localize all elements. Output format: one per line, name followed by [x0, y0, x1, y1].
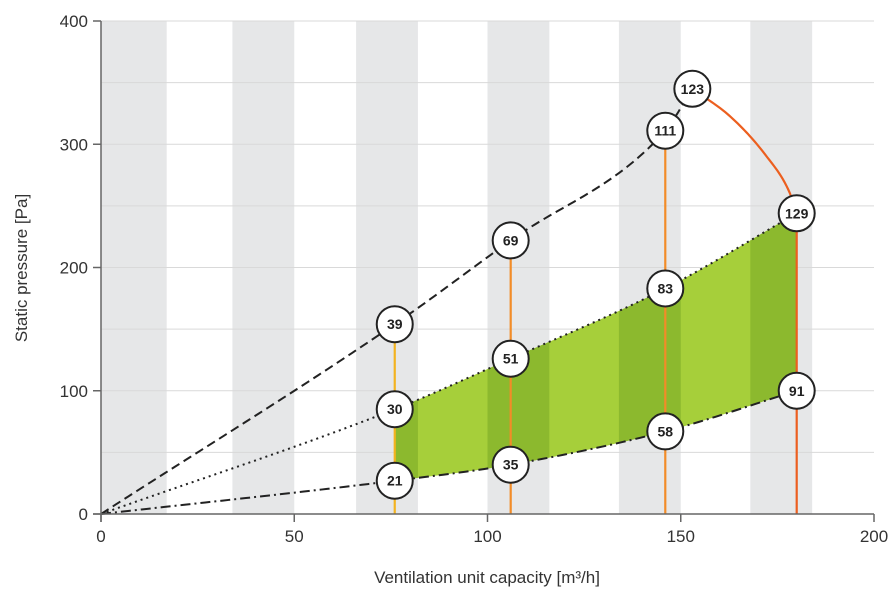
marker-circle — [646, 412, 685, 451]
marker: 21 — [375, 461, 414, 500]
x-tick-label: 0 — [96, 527, 105, 546]
x-tick-label: 100 — [473, 527, 501, 546]
marker: 91 — [777, 371, 816, 410]
marker-circle — [646, 111, 685, 150]
marker-label: 39 — [387, 316, 403, 332]
marker-circle — [491, 221, 530, 260]
y-axis-title: Static pressure [Pa] — [12, 194, 31, 342]
marker: 111 — [646, 111, 685, 150]
marker: 123 — [673, 69, 712, 108]
marker-label: 51 — [503, 351, 519, 367]
marker: 129 — [777, 194, 816, 233]
marker-circle — [375, 461, 414, 500]
y-tick-label: 400 — [60, 12, 88, 31]
marker-label: 129 — [785, 205, 809, 221]
marker-label: 58 — [658, 423, 674, 439]
marker-label: 35 — [503, 457, 519, 473]
x-tick-label: 150 — [667, 527, 695, 546]
marker-circle — [777, 371, 816, 410]
marker: 30 — [375, 390, 414, 429]
marker: 69 — [491, 221, 530, 260]
y-tick-label: 200 — [60, 259, 88, 278]
marker-label: 30 — [387, 401, 403, 417]
axes — [93, 20, 875, 522]
x-tick-label: 200 — [860, 527, 888, 546]
marker-circle — [777, 194, 816, 233]
marker-label: 21 — [387, 473, 403, 489]
marker-circle — [673, 69, 712, 108]
marker: 83 — [646, 269, 685, 308]
marker: 51 — [491, 339, 530, 378]
y-tick-label: 300 — [60, 135, 88, 154]
marker: 39 — [375, 305, 414, 344]
marker-circle — [491, 339, 530, 378]
x-axis-title: Ventilation unit capacity [m³/h] — [374, 568, 600, 587]
operating-area — [394, 213, 797, 481]
markers: 39 69 111 123 30 51 83 129 21 35 58 91 — [375, 69, 816, 500]
marker-label: 91 — [789, 383, 805, 399]
marker: 35 — [491, 445, 530, 484]
y-tick-label: 100 — [60, 382, 88, 401]
marker-circle — [491, 445, 530, 484]
limit-curve — [691, 87, 798, 214]
marker-label: 83 — [658, 280, 674, 296]
tick-labels: 0 50 100 150 200 0 100 200 300 400 — [60, 12, 889, 546]
marker-circle — [375, 305, 414, 344]
marker-circle — [646, 269, 685, 308]
y-tick-label: 0 — [79, 505, 88, 524]
marker-label: 111 — [654, 123, 676, 139]
marker-circle — [375, 390, 414, 429]
marker: 58 — [646, 412, 685, 451]
x-tick-label: 50 — [285, 527, 304, 546]
marker-label: 123 — [681, 81, 705, 97]
marker-label: 69 — [503, 232, 519, 248]
